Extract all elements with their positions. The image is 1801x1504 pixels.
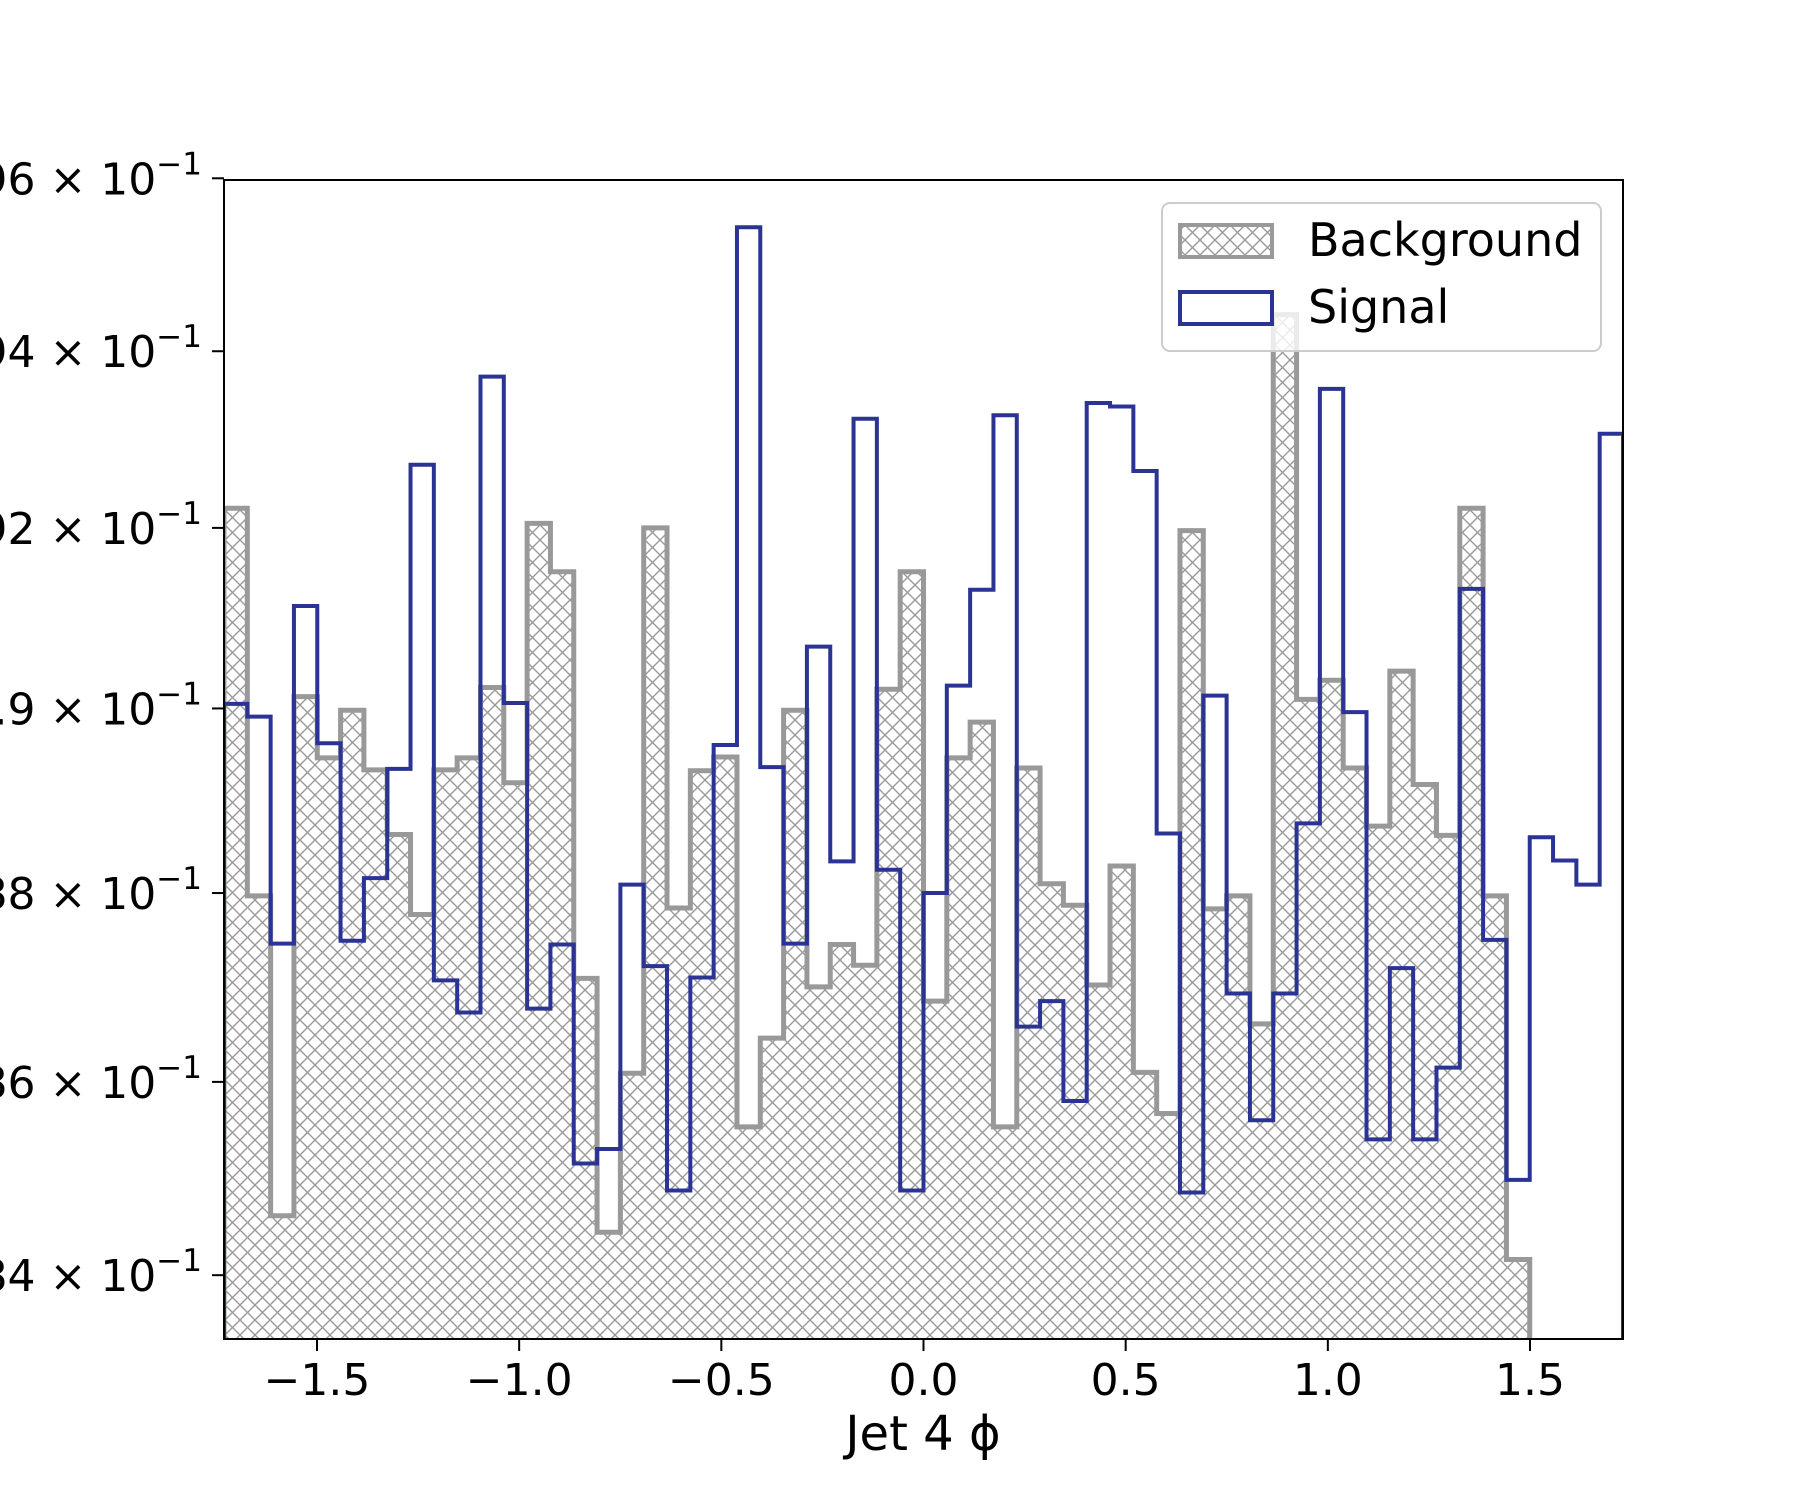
background-bar: [1343, 767, 1367, 1339]
background-bar: [1203, 908, 1227, 1339]
background-bar: [317, 757, 341, 1339]
background-bar: [853, 965, 877, 1339]
background-bar: [830, 944, 854, 1339]
legend: Background Signal: [1161, 202, 1602, 352]
x-tick-label: 0.0: [889, 1355, 959, 1406]
y-axis: 0.84 × 10−1 0.86 × 10−1 0.88 × 10−1 0.9 × 1…: [0, 146, 224, 1302]
background-bar: [1436, 835, 1460, 1339]
background-bar: [1133, 1072, 1157, 1339]
y-tick-label: 0.92 × 10−1: [0, 496, 202, 555]
background-bar: [503, 782, 528, 1339]
x-axis-label: Jet 4 ϕ: [842, 1406, 1000, 1462]
background-bar: [1086, 985, 1111, 1339]
background-bar: [1506, 1259, 1530, 1339]
background-bar: [667, 907, 691, 1339]
y-tick-label: 0.9 × 10−1: [0, 676, 202, 735]
background-bar: [387, 834, 411, 1339]
background-bar: [1389, 671, 1414, 1339]
legend-label-background: Background: [1308, 213, 1582, 267]
legend-swatch-signal: [1178, 290, 1274, 326]
background-bar: [1459, 508, 1484, 1339]
background-bar: [270, 1215, 294, 1339]
background-bar: [970, 722, 994, 1339]
background-bar: [1296, 699, 1320, 1339]
background-bar: [1366, 826, 1390, 1339]
x-tick-label: 1.0: [1293, 1355, 1363, 1406]
x-tick-label: −1.5: [264, 1355, 371, 1406]
background-bar: [1413, 784, 1437, 1339]
background-bar: [1156, 1113, 1180, 1339]
y-tick-label: 0.96 × 10−1: [0, 146, 202, 205]
x-tick-label: 0.5: [1091, 1355, 1161, 1406]
background-bar: [433, 769, 458, 1339]
background-bar: [1110, 866, 1134, 1339]
background-bar: [1063, 905, 1087, 1339]
background-bar: [783, 710, 807, 1339]
signal-outline: [224, 225, 1623, 1339]
background-bar: [363, 769, 388, 1339]
background-bar: [293, 696, 318, 1339]
legend-label-signal: Signal: [1308, 280, 1449, 334]
background-bar: [573, 978, 598, 1339]
background-bar: [760, 1038, 784, 1339]
x-axis: −1.5 −1.0 −0.5 0.0 0.5 1.0 1.5: [264, 1339, 1565, 1406]
background-bar: [1273, 314, 1297, 1339]
background-bar: [597, 1232, 621, 1339]
background-bar: [224, 508, 248, 1339]
background-histogram: [224, 312, 1533, 1339]
background-bar: [993, 1126, 1017, 1339]
background-bar: [900, 571, 924, 1339]
background-bar: [480, 687, 504, 1339]
background-bar: [247, 895, 271, 1339]
y-tick-label: 0.84 × 10−1: [0, 1243, 202, 1302]
background-bar: [876, 689, 901, 1339]
background-bar: [1040, 883, 1064, 1339]
y-tick-label: 0.88 × 10−1: [0, 861, 202, 920]
background-bar: [690, 770, 714, 1339]
background-bar: [410, 914, 434, 1339]
legend-swatch-background: [1178, 223, 1274, 259]
x-tick-label: 1.5: [1495, 1355, 1565, 1406]
x-tick-label: −1.0: [466, 1355, 573, 1406]
background-bar: [1226, 895, 1250, 1339]
background-bar: [1016, 767, 1041, 1339]
background-bar: [620, 1073, 644, 1339]
background-bar: [527, 523, 551, 1339]
background-bar: [340, 710, 364, 1339]
signal-histogram: [224, 225, 1623, 1339]
background-bar: [1249, 1023, 1274, 1339]
background-bar: [1483, 895, 1507, 1339]
background-bar: [806, 986, 831, 1339]
background-bar: [1319, 680, 1344, 1339]
background-bar: [457, 757, 481, 1339]
background-bar: [736, 1126, 761, 1339]
y-tick-label: 0.86 × 10−1: [0, 1050, 202, 1109]
background-bar: [713, 756, 737, 1339]
background-bar: [550, 571, 574, 1339]
background-bar: [1179, 530, 1204, 1339]
background-bar: [923, 1001, 947, 1339]
background-bar: [946, 757, 971, 1339]
y-tick-label: 0.94 × 10−1: [0, 319, 202, 378]
x-tick-label: −0.5: [668, 1355, 775, 1406]
background-bar: [643, 527, 668, 1339]
